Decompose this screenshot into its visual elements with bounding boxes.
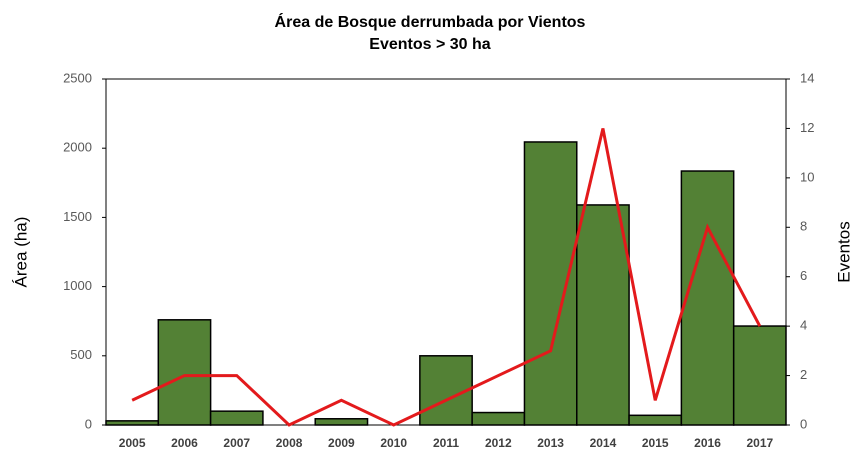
bar <box>576 204 630 426</box>
bar <box>680 170 735 426</box>
line <box>131 128 762 427</box>
y2-tick-label: 6 <box>800 268 807 283</box>
x-tick-label: 2009 <box>328 436 355 450</box>
x-tick-label: 2007 <box>223 436 250 450</box>
y-tick-label: 0 <box>85 416 92 431</box>
y-tick-label: 2000 <box>63 140 92 155</box>
x-tick-label: 2008 <box>276 436 303 450</box>
x-tick-label: 2017 <box>746 436 773 450</box>
bar <box>157 319 212 426</box>
y2-tick-label: 4 <box>800 318 807 333</box>
y-tick-label: 2500 <box>63 70 92 85</box>
x-tick-label: 2015 <box>642 436 669 450</box>
y-tick-label: 500 <box>70 347 92 362</box>
x-tick-label: 2011 <box>433 436 459 450</box>
x-tick-label: 2006 <box>171 436 198 450</box>
y-tick-label: 1500 <box>63 209 92 224</box>
y-tick-label: 1000 <box>63 278 92 293</box>
chart-subtitle: Eventos > 30 ha <box>369 36 490 53</box>
bar <box>732 325 787 426</box>
y-axis-label: Área (ha) <box>11 217 30 288</box>
x-tick-label: 2005 <box>119 436 146 450</box>
bar <box>471 411 526 426</box>
x-tick-label: 2016 <box>694 436 721 450</box>
bar <box>523 141 578 426</box>
x-tick-label: 2014 <box>590 436 617 450</box>
bar <box>209 410 264 426</box>
y2-tick-label: 0 <box>800 416 807 431</box>
y2-tick-label: 14 <box>800 70 814 85</box>
x-tick-label: 2010 <box>380 436 407 450</box>
bar <box>105 420 160 426</box>
y2-axis-label: Eventos <box>834 221 853 282</box>
bar <box>314 418 369 426</box>
y2-tick-label: 8 <box>800 219 807 234</box>
chart-title: Área de Bosque derrumbada por Vientos <box>275 12 586 31</box>
bar <box>628 414 683 426</box>
y2-tick-label: 12 <box>800 120 814 135</box>
x-tick-label: 2013 <box>537 436 564 450</box>
y2-tick-label: 2 <box>800 367 807 382</box>
x-tick-label: 2012 <box>485 436 512 450</box>
y2-tick-label: 10 <box>800 169 814 184</box>
